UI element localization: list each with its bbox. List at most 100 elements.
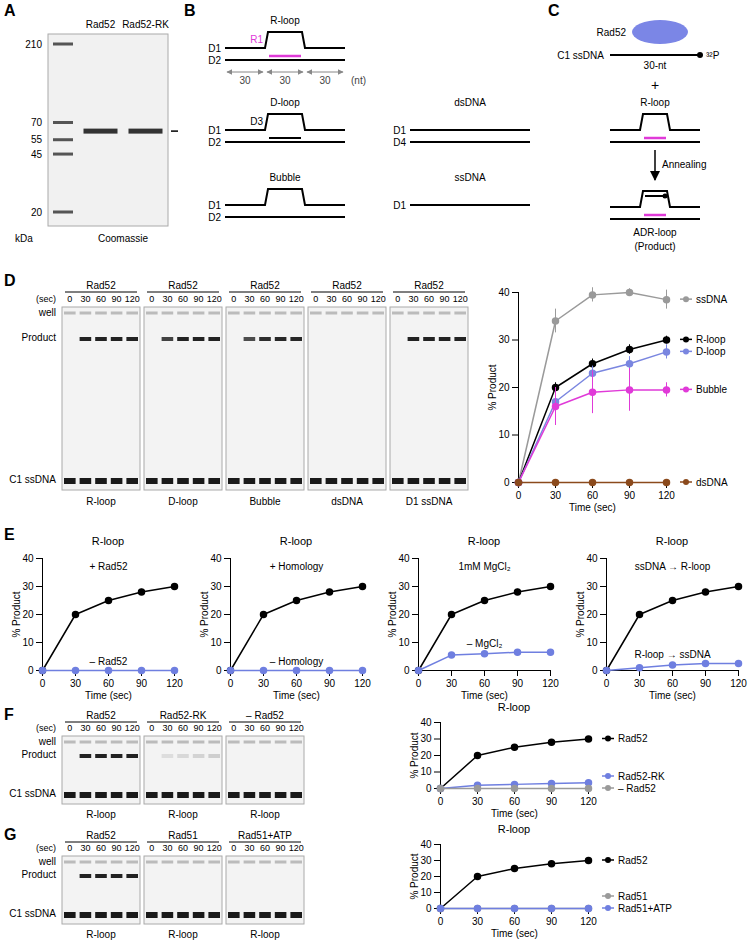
svg-text:210: 210 (25, 39, 42, 50)
svg-text:0: 0 (40, 678, 46, 689)
svg-text:30: 30 (408, 294, 418, 304)
svg-text:60: 60 (479, 678, 491, 689)
svg-text:G: G (4, 826, 16, 843)
svg-text:Bubble: Bubble (249, 496, 281, 507)
svg-text:ADR-loop: ADR-loop (633, 227, 677, 238)
svg-text:30: 30 (70, 678, 82, 689)
svg-text:R-loop: R-loop (468, 535, 500, 547)
svg-text:B: B (184, 2, 196, 19)
svg-text:ssDNA: ssDNA (696, 294, 727, 305)
svg-text:R-loop: R-loop (696, 334, 726, 345)
svg-text:Rad52-RK: Rad52-RK (618, 771, 665, 782)
svg-text:ssDNA → R-loop: ssDNA → R-loop (635, 561, 711, 572)
svg-text:0: 0 (216, 665, 222, 676)
svg-text:10: 10 (498, 429, 510, 440)
svg-text:ssDNA: ssDNA (454, 172, 485, 183)
svg-text:– Rad52: – Rad52 (618, 783, 656, 794)
svg-text:C1 ssDNA: C1 ssDNA (557, 50, 604, 61)
svg-text:D-loop: D-loop (696, 346, 726, 357)
svg-text:% Product: % Product (575, 591, 586, 637)
svg-text:0: 0 (149, 843, 154, 853)
svg-text:% Product: % Product (11, 591, 22, 637)
svg-text:(Product): (Product) (634, 241, 675, 252)
svg-text:30: 30 (550, 490, 562, 501)
svg-text:+ Homology: + Homology (270, 561, 324, 572)
svg-text:0: 0 (231, 723, 236, 733)
svg-text:+: + (651, 77, 659, 93)
svg-text:120: 120 (354, 678, 371, 689)
svg-text:30: 30 (162, 294, 172, 304)
svg-text:– Rad52: – Rad52 (90, 656, 128, 667)
svg-text:Rad52: Rad52 (86, 280, 116, 291)
svg-text:Rad52: Rad52 (414, 280, 444, 291)
svg-text:³²P: ³²P (706, 50, 720, 61)
svg-text:90: 90 (136, 678, 148, 689)
svg-text:20: 20 (586, 609, 598, 620)
svg-text:D1: D1 (393, 200, 406, 211)
svg-text:30: 30 (472, 796, 484, 807)
svg-text:% Product: % Product (487, 364, 498, 410)
svg-text:E: E (4, 526, 15, 543)
svg-text:(sec): (sec) (36, 294, 56, 304)
svg-text:0: 0 (149, 723, 154, 733)
svg-text:45: 45 (31, 149, 43, 160)
svg-text:0: 0 (395, 294, 400, 304)
svg-text:0: 0 (604, 678, 610, 689)
svg-text:10: 10 (210, 637, 222, 648)
svg-text:90: 90 (624, 490, 636, 501)
svg-text:90: 90 (358, 294, 368, 304)
svg-text:30: 30 (162, 843, 172, 853)
svg-text:30: 30 (244, 843, 254, 853)
svg-text:R-loop: R-loop (656, 535, 688, 547)
svg-text:D2: D2 (208, 55, 221, 66)
svg-text:20: 20 (31, 207, 43, 218)
svg-text:40: 40 (586, 553, 598, 564)
svg-text:Rad52: Rad52 (168, 280, 198, 291)
svg-text:30: 30 (498, 334, 510, 345)
svg-text:40: 40 (420, 717, 432, 728)
svg-text:Rad52: Rad52 (86, 830, 116, 841)
svg-text:R-loop: R-loop (250, 929, 280, 940)
svg-text:Time (sec): Time (sec) (461, 690, 508, 701)
svg-text:Time (sec): Time (sec) (491, 928, 538, 939)
svg-text:120: 120 (580, 916, 597, 927)
svg-text:Product: Product (22, 869, 57, 880)
svg-text:C1 ssDNA: C1 ssDNA (9, 788, 56, 799)
svg-text:60: 60 (178, 294, 188, 304)
svg-text:R-loop: R-loop (168, 809, 198, 820)
svg-text:30: 30 (258, 678, 270, 689)
svg-text:120: 120 (371, 294, 386, 304)
svg-text:Time (sec): Time (sec) (85, 690, 132, 701)
svg-text:(sec): (sec) (36, 843, 56, 853)
svg-text:90: 90 (112, 723, 122, 733)
svg-text:Rad52: Rad52 (250, 280, 280, 291)
svg-text:– MgCl₂: – MgCl₂ (467, 638, 503, 649)
svg-text:D4: D4 (393, 137, 406, 148)
svg-text:60: 60 (509, 916, 521, 927)
svg-text:20: 20 (420, 750, 432, 761)
svg-text:Rad52: Rad52 (618, 855, 648, 866)
svg-text:(sec): (sec) (36, 723, 56, 733)
svg-text:55: 55 (31, 134, 43, 145)
svg-text:120: 120 (207, 723, 222, 733)
svg-text:0: 0 (416, 678, 422, 689)
svg-text:60: 60 (96, 294, 106, 304)
svg-text:+ Rad52: + Rad52 (89, 561, 128, 572)
svg-text:40: 40 (498, 287, 510, 298)
svg-text:0: 0 (228, 678, 234, 689)
svg-text:D1 ssDNA: D1 ssDNA (406, 496, 453, 507)
svg-text:0: 0 (231, 843, 236, 853)
svg-text:F: F (4, 706, 14, 723)
svg-text:C: C (548, 2, 560, 19)
svg-text:30: 30 (80, 723, 90, 733)
svg-text:30: 30 (244, 294, 254, 304)
svg-text:30: 30 (398, 581, 410, 592)
svg-text:(nt): (nt) (351, 75, 366, 86)
svg-text:60: 60 (96, 843, 106, 853)
svg-text:R-loop: R-loop (250, 809, 280, 820)
svg-text:120: 120 (658, 490, 675, 501)
svg-text:90: 90 (546, 796, 558, 807)
svg-text:Rad52: Rad52 (618, 733, 648, 744)
svg-text:30: 30 (162, 723, 172, 733)
svg-text:Annealing: Annealing (662, 159, 706, 170)
